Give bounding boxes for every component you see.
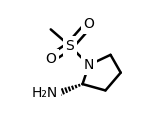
- Text: O: O: [45, 52, 56, 66]
- Text: O: O: [84, 17, 94, 31]
- Text: S: S: [65, 39, 74, 53]
- Text: N: N: [84, 58, 94, 72]
- Text: H₂N: H₂N: [32, 86, 58, 100]
